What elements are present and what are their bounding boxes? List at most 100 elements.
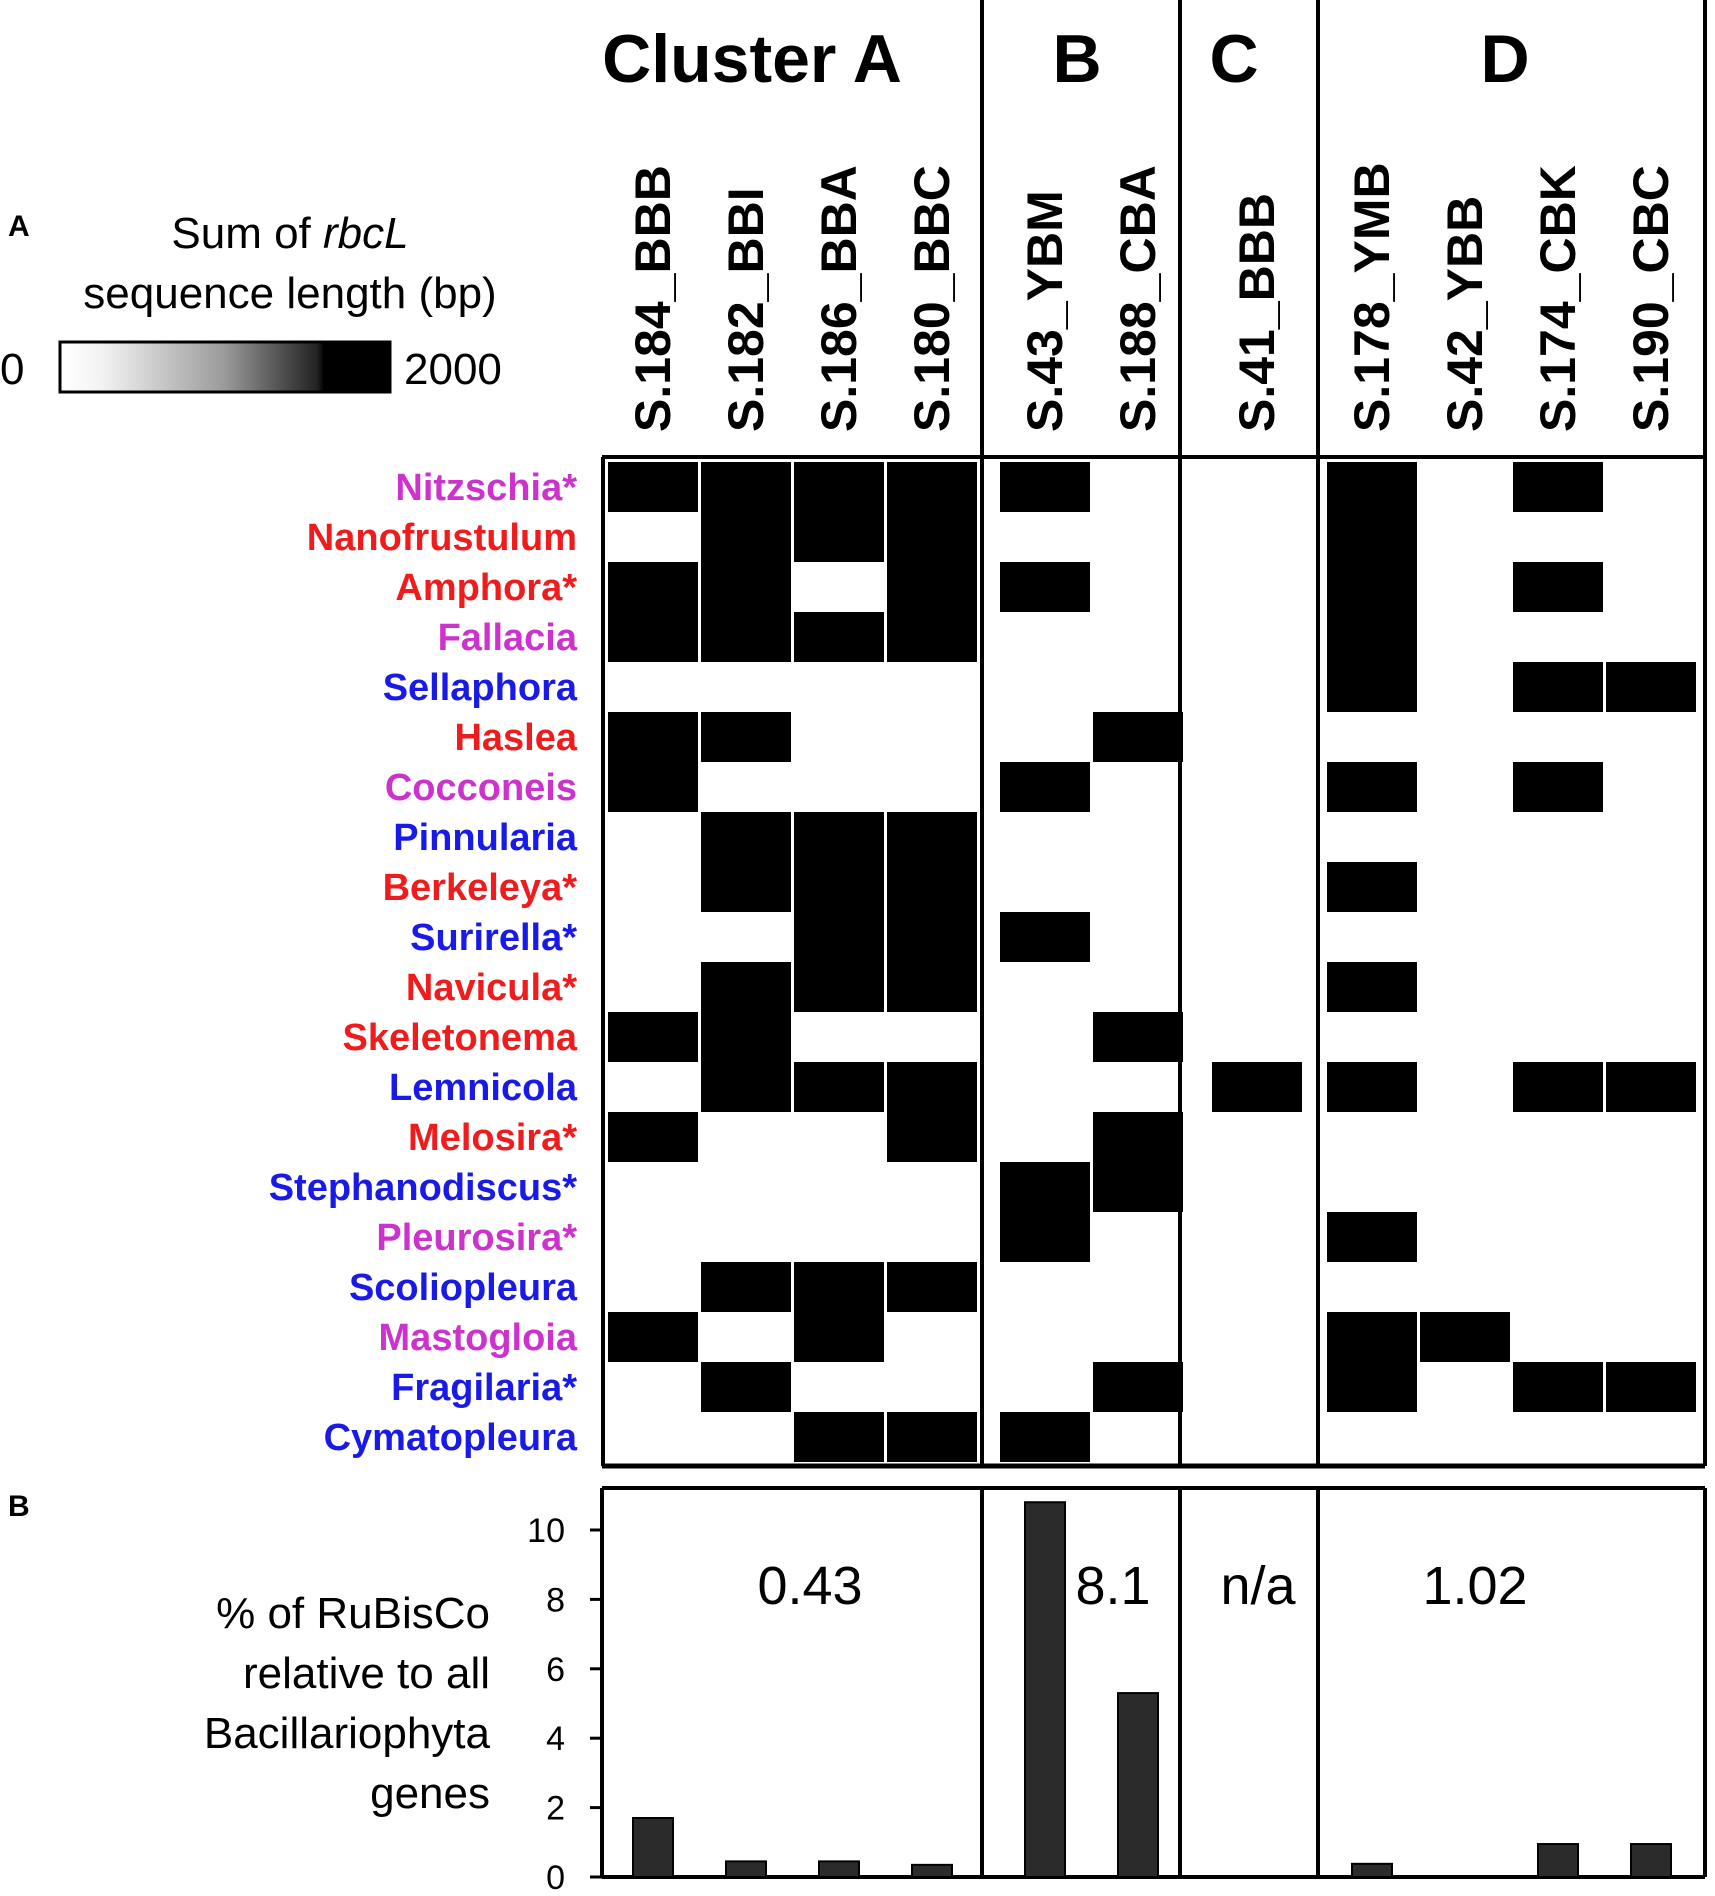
ylabel-line-1: % of RuBisCo (216, 1589, 490, 1638)
heatmap-cell-berkeleya-s-186-bba (794, 862, 884, 912)
heatmap-cell-amphora-s-43-ybm (1000, 562, 1090, 612)
heatmap-cell-skeletonema-s-184-bbb (608, 1012, 698, 1062)
legend-gradient-bar (58, 340, 392, 394)
heatmap-cell-amphora-s-182-bbi (701, 562, 791, 612)
bar-chart: 0 2 4 6 8 10 0.43 8.1 n/a 1.02 (527, 1486, 1707, 1896)
cluster-title-c: C (1209, 21, 1258, 97)
taxon-label-sellaphora: Sellaphora (383, 667, 578, 709)
cluster-annotation-1: 0.43 (757, 1556, 862, 1616)
y-tick-label-4: 4 (546, 1720, 565, 1758)
bar-s-190-cbc (1630, 1843, 1672, 1879)
heatmap-cell-surirella-s-43-ybm (1000, 912, 1090, 962)
heatmap-cell-navicula-s-186-bba (794, 962, 884, 1012)
heatmap-cell-haslea-s-184-bbb (608, 712, 698, 762)
taxon-labels: Nitzschia* Nanofrustulum Amphora* Fallacia S… (269, 467, 578, 1459)
heatmap-cell-cocconeis-s-178-ymb (1327, 762, 1417, 812)
taxon-label-mastogloia: Mastogloia (379, 1317, 578, 1359)
bar-s-182-bbi (725, 1860, 767, 1879)
taxon-label-fragilaria: Fragilaria* (391, 1367, 577, 1409)
heatmap-cell-nanofrustulum-s-186-bba (794, 512, 884, 562)
heatmap-cell-pinnularia-s-182-bbi (701, 812, 791, 862)
heatmap-cell-cymatopleura-s-180-bbc (887, 1412, 977, 1462)
heatmap-cell-lemnicola-s-174-cbk (1513, 1062, 1603, 1112)
heatmap-cell-fallacia-s-182-bbi (701, 612, 791, 662)
heatmap-cell-melosira-s-188-cba (1093, 1112, 1183, 1162)
sample-label-s-41-bbb: S.41_BBB (1229, 193, 1285, 432)
sample-label-s-190-cbc: S.190_CBC (1623, 165, 1679, 432)
heatmap-cell-nitzschia-s-184-bbb (608, 462, 698, 512)
heatmap-cell-mastogloia-s-42-ybb (1420, 1312, 1510, 1362)
heatmap-grid (608, 462, 1696, 1462)
taxon-label-pinnularia: Pinnularia (393, 817, 578, 859)
y-tick-label-8: 8 (546, 1581, 565, 1619)
taxon-label-surirella: Surirella* (410, 917, 577, 959)
taxon-label-nitzschia: Nitzschia* (395, 467, 577, 509)
heatmap-cell-nitzschia-s-174-cbk (1513, 462, 1603, 512)
sample-labels: S.184_BBB S.182_BBI S.186_BBA S.180_BBC S.43… (625, 162, 1679, 432)
taxon-label-haslea: Haslea (454, 717, 577, 759)
heatmap-cell-nitzschia-s-178-ymb (1327, 462, 1417, 512)
cluster-titles: Cluster A B C D (602, 21, 1529, 97)
taxon-label-lemnicola: Lemnicola (389, 1067, 578, 1109)
heatmap-cell-mastogloia-s-186-bba (794, 1312, 884, 1362)
bar-s-184-bbb (632, 1817, 674, 1879)
heatmap-cell-nanofrustulum-s-180-bbc (887, 512, 977, 562)
heatmap-cell-nitzschia-s-180-bbc (887, 462, 977, 512)
panel-label-b: B (8, 1490, 30, 1523)
heatmap-cell-surirella-s-180-bbc (887, 912, 977, 962)
heatmap-cell-navicula-s-180-bbc (887, 962, 977, 1012)
legend-min-label: 0 (0, 345, 24, 394)
heatmap-cell-fragilaria-s-182-bbi (701, 1362, 791, 1412)
bar-s-180-bbc (911, 1863, 953, 1878)
sample-label-s-178-ymb: S.178_YMB (1344, 162, 1400, 432)
taxon-label-stephanodiscus: Stephanodiscus* (269, 1167, 577, 1209)
heatmap-cell-scoliopleura-s-186-bba (794, 1262, 884, 1312)
sample-label-s-43-ybm: S.43_YBM (1017, 190, 1073, 432)
heatmap-frames (601, 0, 1707, 1469)
bar-s-178-ymb (1351, 1862, 1393, 1878)
heatmap-cell-lemnicola-s-178-ymb (1327, 1062, 1417, 1112)
cluster-title-d: D (1480, 21, 1529, 97)
heatmap-cell-stephanodiscus-s-188-cba (1093, 1162, 1183, 1212)
heatmap-cell-berkeleya-s-178-ymb (1327, 862, 1417, 912)
heatmap-cell-navicula-s-182-bbi (701, 962, 791, 1012)
heatmap-cell-cocconeis-s-43-ybm (1000, 762, 1090, 812)
heatmap-cell-nanofrustulum-s-178-ymb (1327, 512, 1417, 562)
bar-y-axis-label: % of RuBisCo relative to all Bacillariop… (204, 1589, 491, 1818)
heatmap-cell-berkeleya-s-182-bbi (701, 862, 791, 912)
legend-title-italic: rbcL (323, 209, 409, 258)
bar-s-174-cbk (1537, 1843, 1579, 1879)
cluster-title-b: B (1052, 21, 1101, 97)
heatmap-cell-nitzschia-s-186-bba (794, 462, 884, 512)
taxon-label-fallacia: Fallacia (438, 617, 578, 659)
heatmap-cell-berkeleya-s-180-bbc (887, 862, 977, 912)
heatmap-cell-nanofrustulum-s-182-bbi (701, 512, 791, 562)
heatmap-cell-melosira-s-180-bbc (887, 1112, 977, 1162)
taxon-label-amphora: Amphora* (395, 567, 577, 609)
sample-label-s-42-ybb: S.42_YBB (1437, 196, 1493, 432)
heatmap-cell-haslea-s-182-bbi (701, 712, 791, 762)
heatmap-cell-fragilaria-s-188-cba (1093, 1362, 1183, 1412)
cluster-annotation-2: 8.1 (1075, 1556, 1150, 1616)
heatmap-cell-fragilaria-s-174-cbk (1513, 1362, 1603, 1412)
heatmap-cell-sellaphora-s-178-ymb (1327, 662, 1417, 712)
cluster-annotation-3: n/a (1220, 1556, 1296, 1616)
ylabel-line-2: relative to all (243, 1649, 490, 1698)
heatmap-cell-fallacia-s-178-ymb (1327, 612, 1417, 662)
heatmap-cell-pleurosira-s-178-ymb (1327, 1212, 1417, 1262)
heatmap-cell-mastogloia-s-184-bbb (608, 1312, 698, 1362)
ylabel-line-3: Bacillariophyta (204, 1709, 491, 1758)
color-legend: Sum of rbcL sequence length (bp) 0 2000 (0, 209, 502, 394)
heatmap-cell-cocconeis-s-174-cbk (1513, 762, 1603, 812)
heatmap-cell-sellaphora-s-174-cbk (1513, 662, 1603, 712)
heatmap-cell-melosira-s-184-bbb (608, 1112, 698, 1162)
panel-label-a: A (8, 210, 30, 243)
heatmap-cell-fragilaria-s-190-cbc (1606, 1362, 1696, 1412)
heatmap-cell-cocconeis-s-184-bbb (608, 762, 698, 812)
heatmap-cell-lemnicola-s-41-bbb (1212, 1062, 1302, 1112)
taxon-label-cocconeis: Cocconeis (385, 767, 577, 809)
heatmap-cell-surirella-s-186-bba (794, 912, 884, 962)
legend-max-label: 2000 (404, 345, 502, 394)
heatmap-cell-nitzschia-s-43-ybm (1000, 462, 1090, 512)
